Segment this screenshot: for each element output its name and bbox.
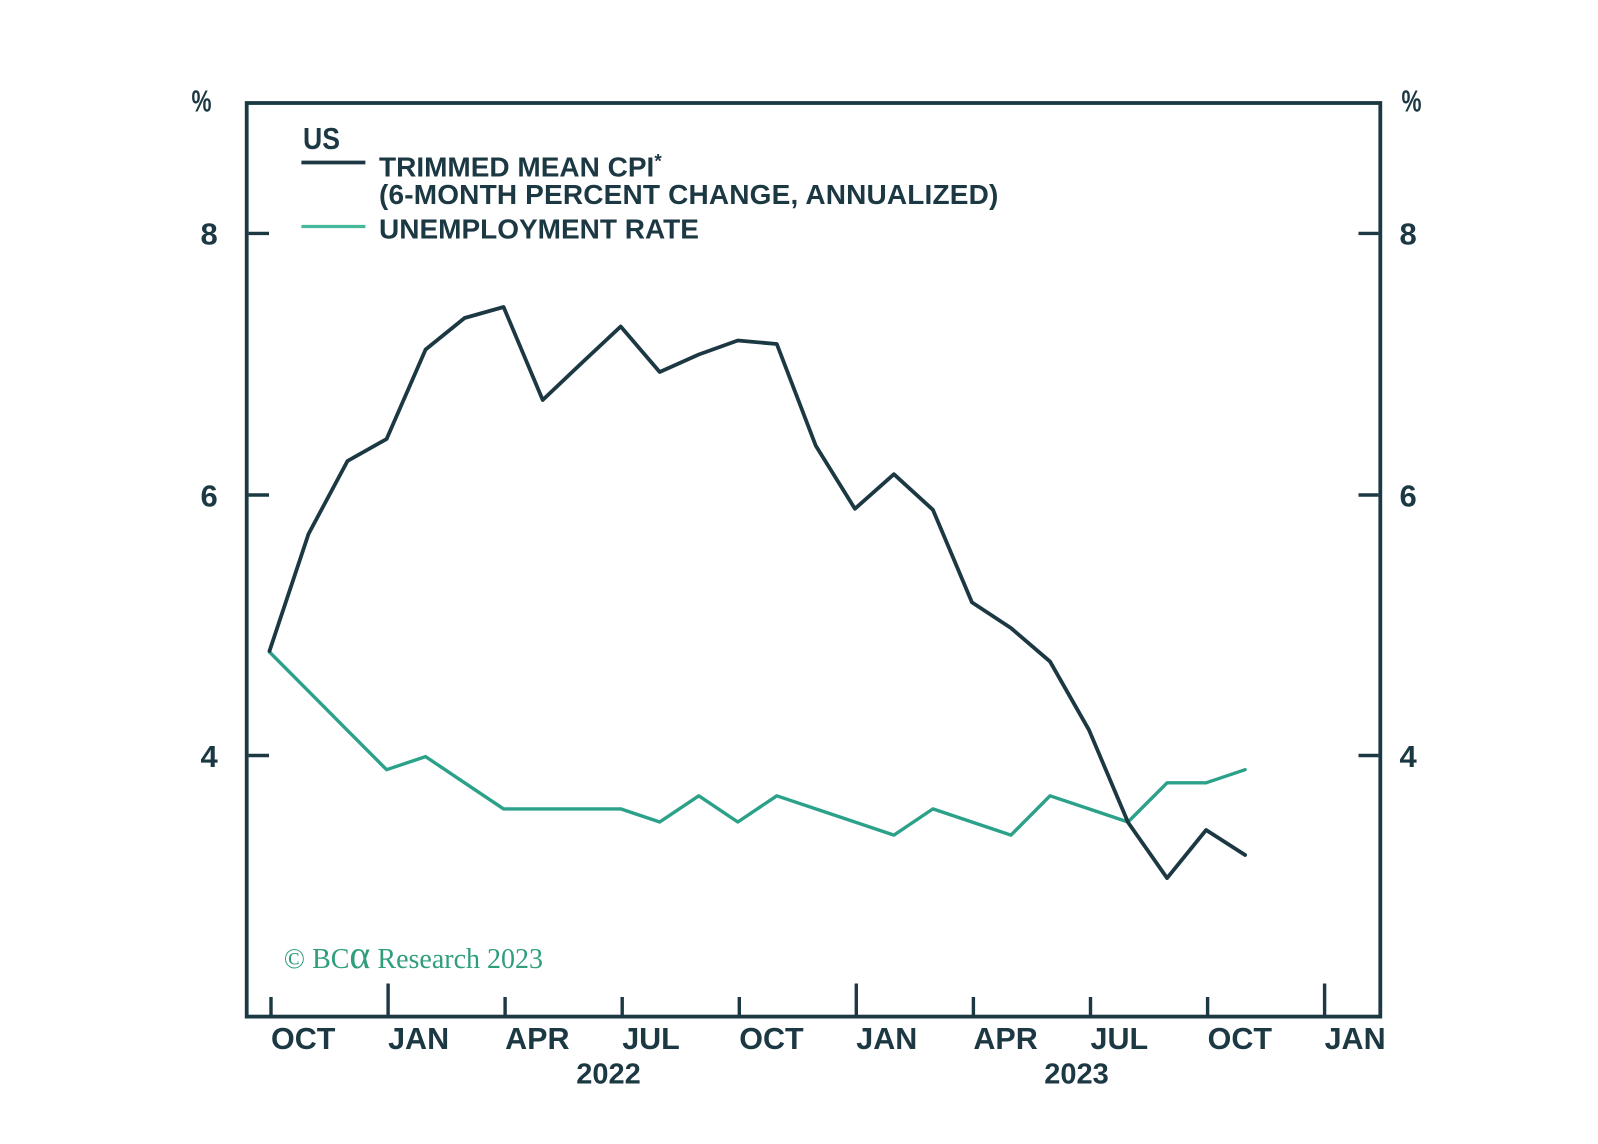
svg-text:(6-MONTH PERCENT CHANGE, ANNUA: (6-MONTH PERCENT CHANGE, ANNUALIZED) xyxy=(379,179,999,210)
svg-text:© BCα Research 2023: © BCα Research 2023 xyxy=(284,932,543,977)
svg-text:2023: 2023 xyxy=(1044,1058,1109,1090)
svg-text:4: 4 xyxy=(201,739,219,774)
svg-text:TRIMMED MEAN CPI*: TRIMMED MEAN CPI* xyxy=(379,152,662,183)
svg-text:2022: 2022 xyxy=(576,1058,641,1090)
svg-text:8: 8 xyxy=(1400,217,1417,252)
svg-text:6: 6 xyxy=(201,478,218,513)
svg-text:JAN: JAN xyxy=(388,1022,449,1056)
svg-text:OCT: OCT xyxy=(1208,1022,1273,1056)
svg-text:8: 8 xyxy=(201,217,218,252)
svg-text:%: % xyxy=(192,84,212,119)
svg-text:JUL: JUL xyxy=(1091,1022,1149,1056)
svg-text:6: 6 xyxy=(1400,478,1417,513)
svg-text:US: US xyxy=(303,121,340,156)
svg-text:JAN: JAN xyxy=(856,1022,917,1056)
svg-text:OCT: OCT xyxy=(271,1022,336,1056)
svg-text:APR: APR xyxy=(973,1022,1037,1056)
svg-text:UNEMPLOYMENT RATE: UNEMPLOYMENT RATE xyxy=(379,214,699,245)
svg-text:%: % xyxy=(1402,84,1422,119)
svg-text:4: 4 xyxy=(1400,739,1418,774)
svg-text:JUL: JUL xyxy=(622,1022,680,1056)
svg-text:APR: APR xyxy=(505,1022,569,1056)
svg-text:OCT: OCT xyxy=(739,1022,804,1056)
svg-text:JAN: JAN xyxy=(1325,1022,1386,1056)
